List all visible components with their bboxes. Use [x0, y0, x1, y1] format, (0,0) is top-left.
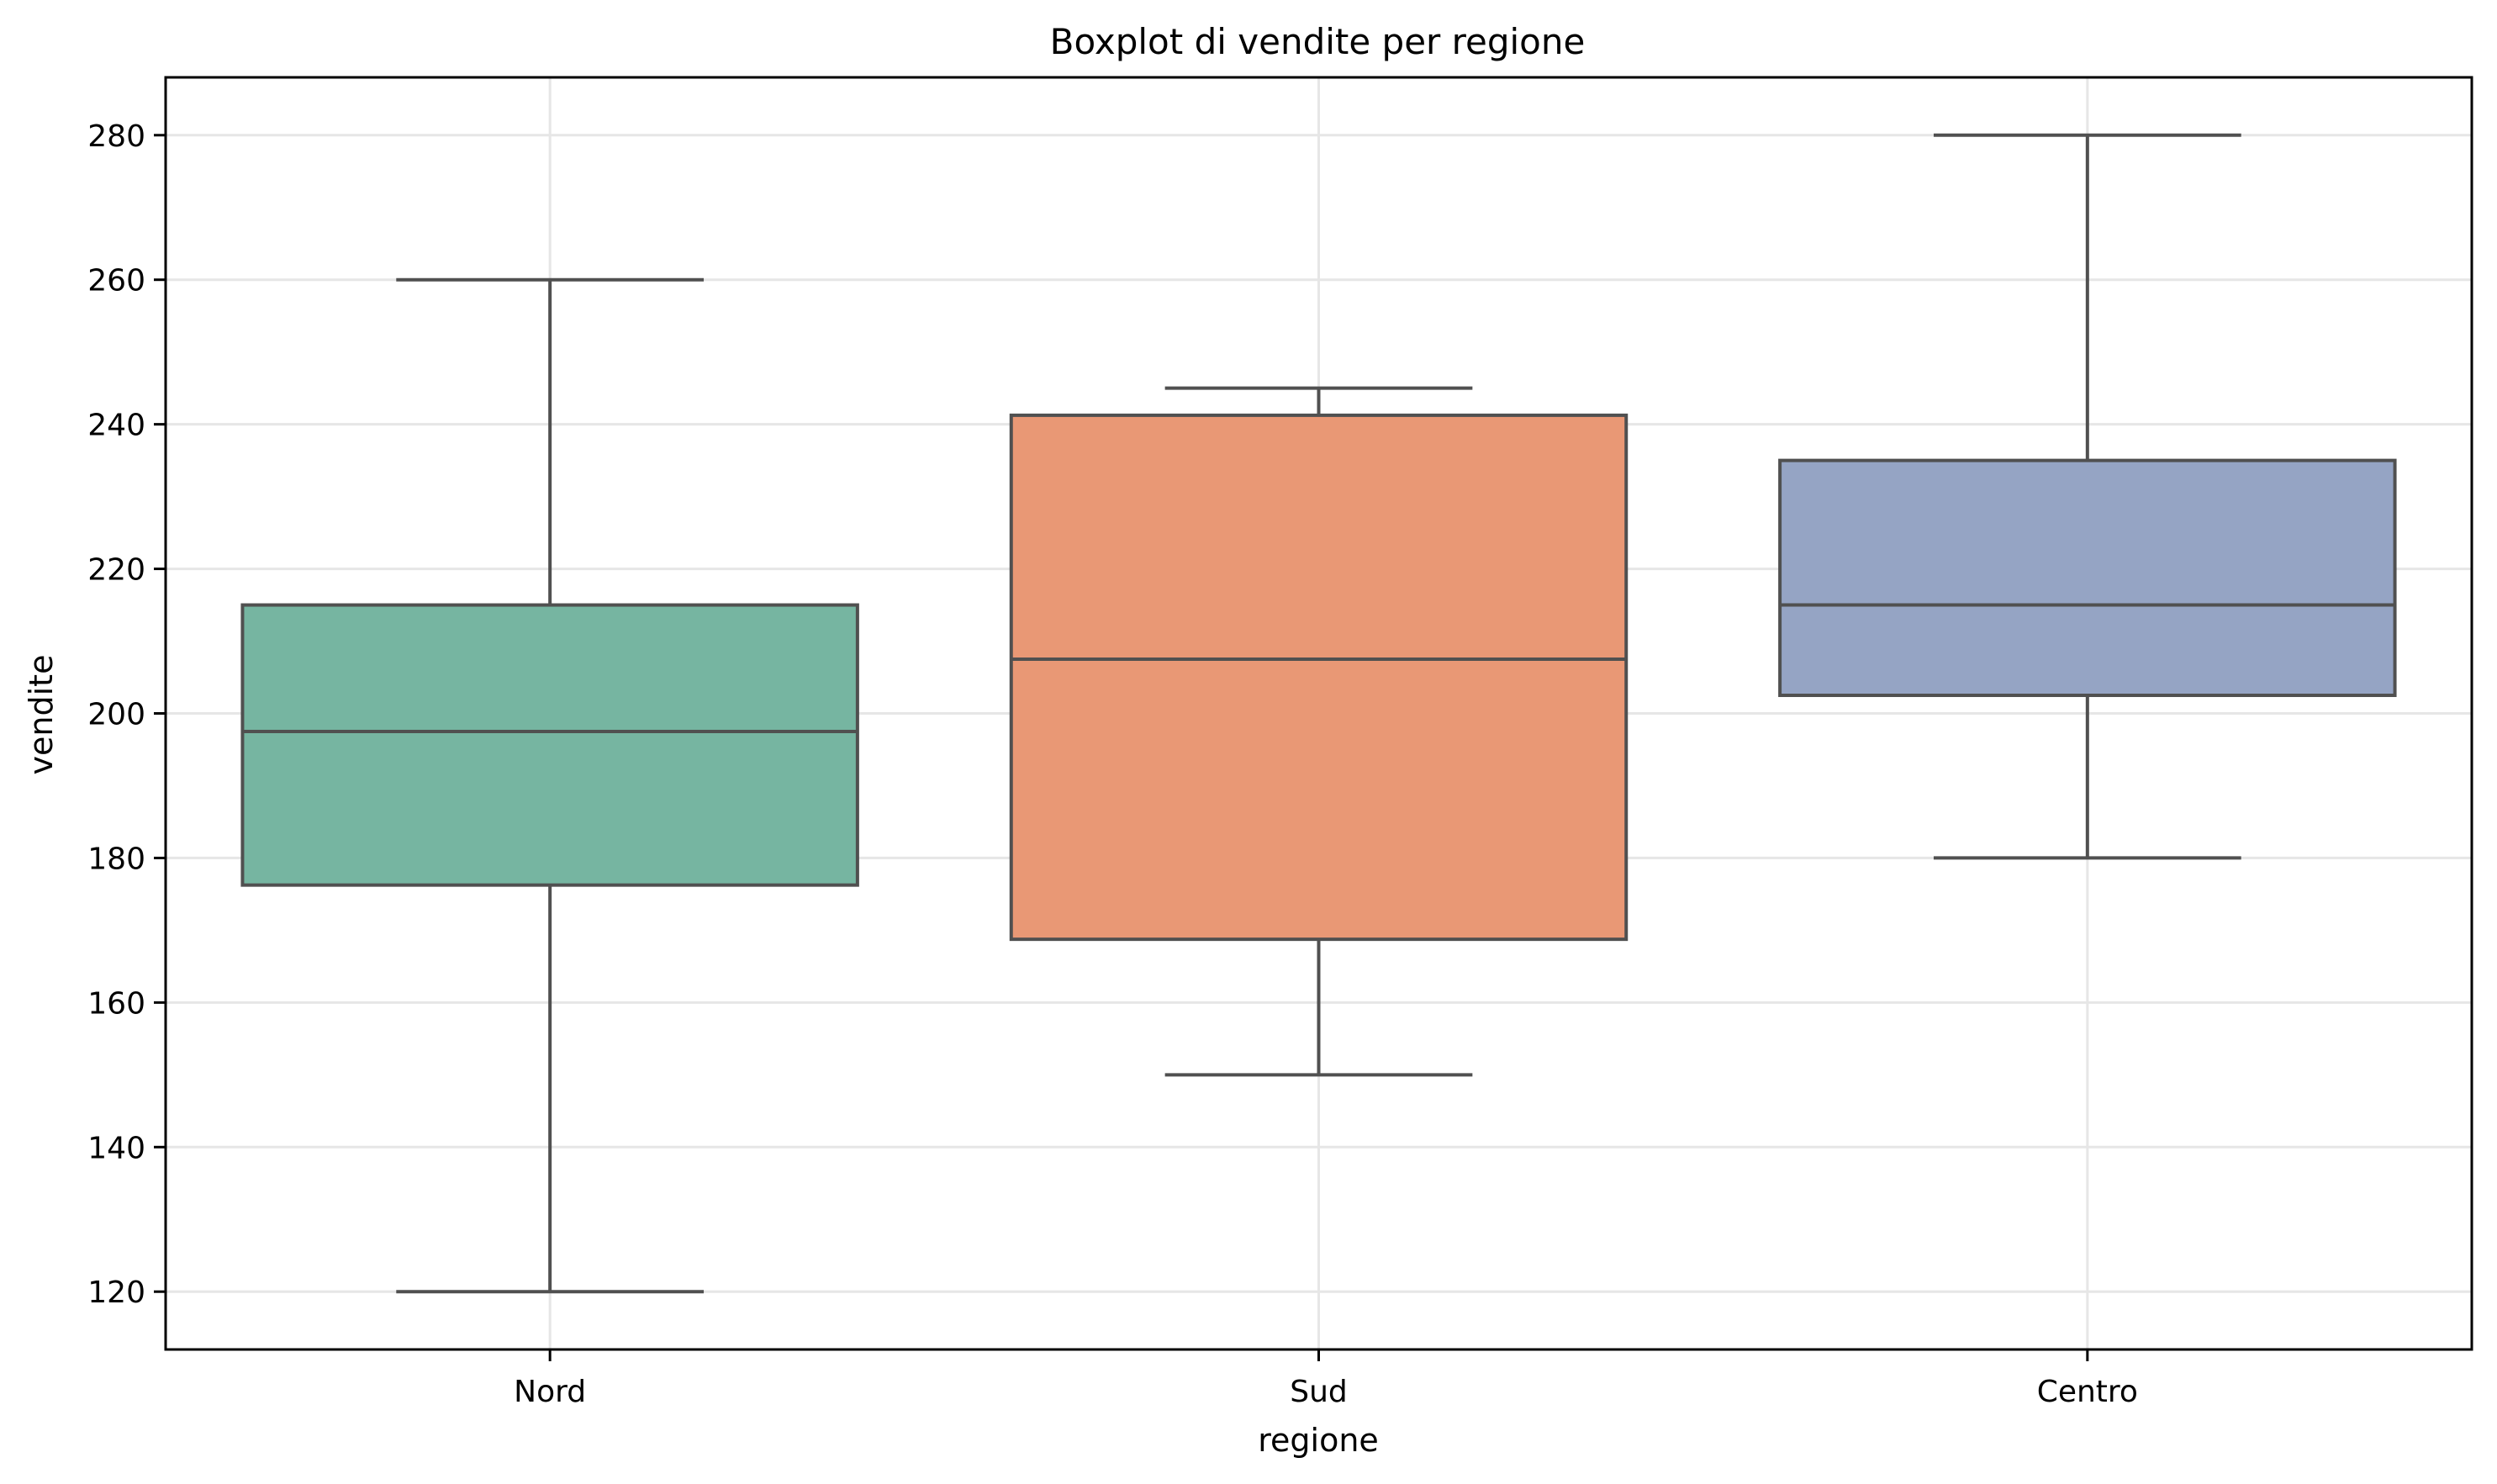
boxes	[240, 133, 2397, 1294]
y-tick-label: 180	[87, 842, 145, 876]
y-axis-ticks: 120 140 160 180 200 220 240 260 280	[87, 119, 166, 1310]
y-axis-label: vendite	[23, 655, 60, 775]
y-tick-label: 160	[87, 986, 145, 1021]
box-group-nord	[240, 277, 859, 1294]
y-tick-label: 120	[87, 1275, 145, 1310]
x-tick-label: Nord	[514, 1375, 586, 1409]
x-tick-label: Centro	[2037, 1375, 2138, 1409]
chart-title: Boxplot di vendite per regione	[1050, 21, 1586, 62]
box-group-centro	[1778, 133, 2397, 860]
box-centro	[1778, 458, 2397, 698]
y-tick-label: 240	[87, 409, 145, 443]
y-tick-label: 280	[87, 119, 145, 154]
box-sud	[1009, 413, 1629, 942]
x-tick-label: Sud	[1290, 1375, 1348, 1409]
y-tick-label: 140	[87, 1131, 145, 1165]
y-tick-label: 260	[87, 264, 145, 298]
box-nord	[240, 603, 859, 887]
x-axis-ticks: Nord Sud Centro	[514, 1349, 2138, 1409]
y-tick-label: 220	[87, 553, 145, 588]
x-axis-label: regione	[1258, 1422, 1379, 1459]
box-group-sud	[1009, 386, 1629, 1077]
y-tick-label: 200	[87, 698, 145, 732]
